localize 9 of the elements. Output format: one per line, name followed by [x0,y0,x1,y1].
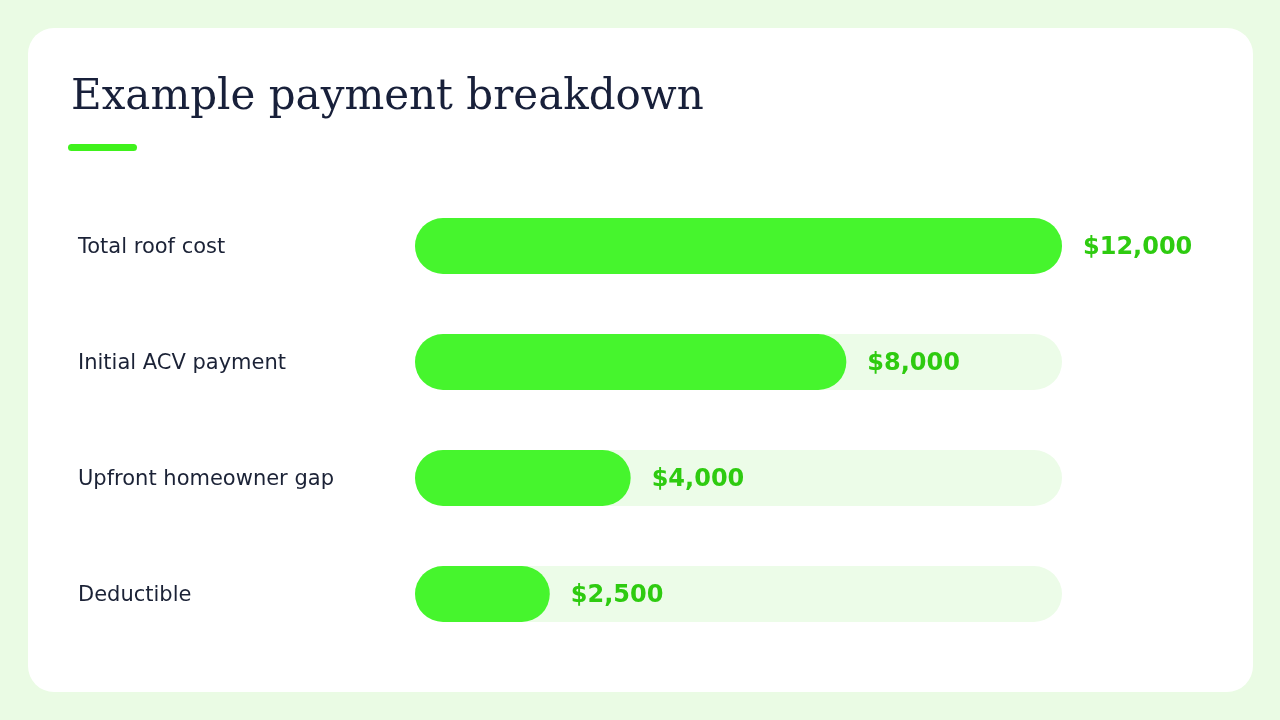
data-label: $8,000 [867,348,960,376]
chart-title: Example payment breakdown [71,69,704,119]
y-tick-label: Initial ACV payment [78,350,287,374]
y-tick-label: Deductible [78,582,192,606]
y-tick-label: Upfront homeowner gap [78,466,334,490]
y-tick-label: Total roof cost [77,234,226,258]
data-label: $12,000 [1083,232,1193,260]
data-label: $2,500 [570,580,664,608]
data-label: $4,000 [651,464,745,492]
